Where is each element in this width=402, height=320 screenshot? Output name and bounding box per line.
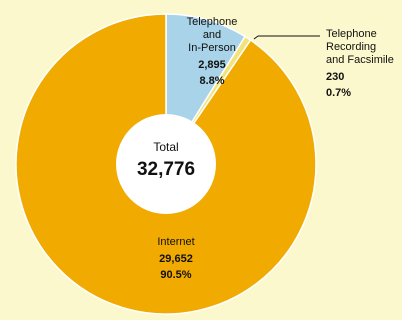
slice-label-telephone-line-2: and xyxy=(203,29,221,41)
slice-value-internet: 29,652 xyxy=(159,253,193,265)
slice-label-internet: Internet xyxy=(157,236,194,248)
donut-hole xyxy=(116,114,216,214)
slice-percent-internet: 90.5% xyxy=(160,269,191,281)
total-label: Total xyxy=(153,140,178,154)
slice-label-recording-line-2: Recording xyxy=(326,41,376,53)
slice-label-recording-line-1: Telephone xyxy=(326,28,377,40)
total-value: 32,776 xyxy=(137,159,195,180)
slice-value-recording: 230 xyxy=(326,71,344,83)
slice-value-telephone: 2,895 xyxy=(198,59,226,71)
slice-percent-recording: 0.7% xyxy=(326,87,351,99)
slice-label-telephone-line-1: Telephone xyxy=(187,16,238,28)
callout-leader-tip xyxy=(253,35,259,40)
slice-percent-telephone: 8.8% xyxy=(199,75,224,87)
slice-label-telephone-line-3: In-Person xyxy=(188,42,236,54)
slice-label-recording-line-3: and Facsimile xyxy=(326,54,394,66)
